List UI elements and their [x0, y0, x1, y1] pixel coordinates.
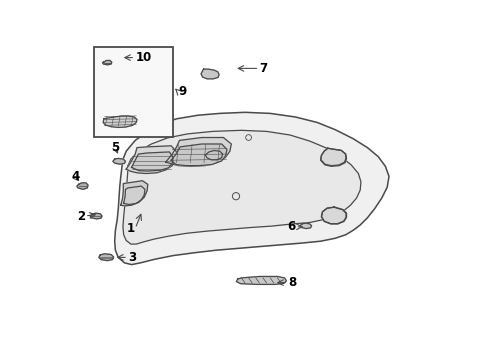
Text: 3: 3 — [128, 251, 136, 264]
Text: 1: 1 — [127, 222, 135, 235]
Text: 10: 10 — [135, 51, 151, 64]
Polygon shape — [201, 69, 219, 79]
Polygon shape — [102, 60, 112, 65]
Polygon shape — [132, 152, 173, 171]
Text: 6: 6 — [287, 220, 295, 233]
Polygon shape — [320, 148, 346, 166]
Text: 4: 4 — [71, 170, 79, 183]
Polygon shape — [123, 130, 361, 244]
Text: 7: 7 — [259, 62, 268, 75]
Polygon shape — [103, 116, 137, 127]
Bar — [94, 47, 173, 137]
Polygon shape — [205, 150, 222, 160]
Polygon shape — [113, 158, 125, 164]
Polygon shape — [300, 223, 312, 229]
Polygon shape — [99, 254, 114, 261]
Polygon shape — [77, 183, 88, 189]
Text: 9: 9 — [178, 85, 187, 98]
Text: 2: 2 — [76, 210, 85, 222]
Polygon shape — [121, 181, 148, 206]
Polygon shape — [321, 207, 346, 224]
Polygon shape — [126, 146, 176, 174]
Polygon shape — [236, 276, 286, 284]
Text: 8: 8 — [288, 276, 296, 289]
Polygon shape — [115, 112, 389, 265]
Polygon shape — [171, 144, 227, 166]
Polygon shape — [166, 138, 231, 166]
Polygon shape — [90, 213, 102, 219]
Text: 5: 5 — [111, 141, 120, 154]
